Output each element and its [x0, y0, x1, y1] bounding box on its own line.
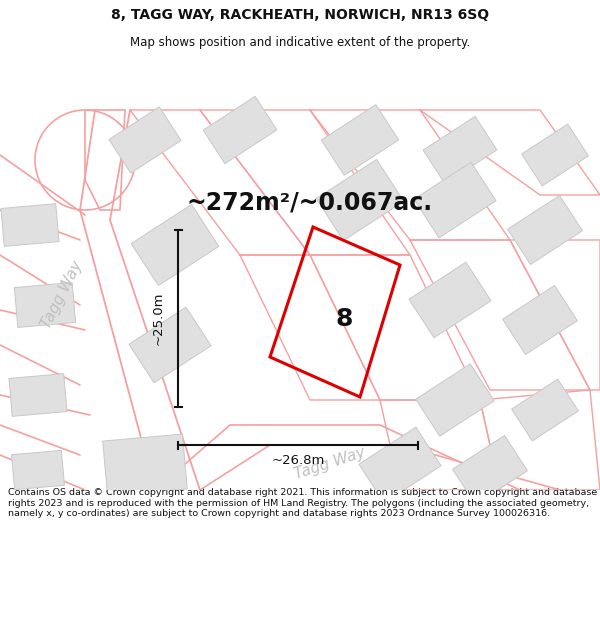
Polygon shape	[452, 436, 527, 504]
Text: ~26.8m: ~26.8m	[271, 454, 325, 466]
Polygon shape	[521, 124, 589, 186]
Text: ~25.0m: ~25.0m	[151, 292, 164, 345]
Text: 8, TAGG WAY, RACKHEATH, NORWICH, NR13 6SQ: 8, TAGG WAY, RACKHEATH, NORWICH, NR13 6S…	[111, 8, 489, 22]
Text: 8: 8	[335, 308, 352, 331]
Text: Contains OS data © Crown copyright and database right 2021. This information is : Contains OS data © Crown copyright and d…	[8, 488, 597, 518]
Text: Map shows position and indicative extent of the property.: Map shows position and indicative extent…	[130, 36, 470, 49]
Polygon shape	[508, 196, 583, 264]
Polygon shape	[414, 162, 496, 238]
Text: Tagg Way: Tagg Way	[293, 444, 367, 481]
Polygon shape	[409, 262, 491, 338]
Polygon shape	[423, 116, 497, 184]
Polygon shape	[512, 379, 578, 441]
Polygon shape	[322, 104, 398, 176]
Polygon shape	[131, 204, 219, 286]
Polygon shape	[11, 451, 64, 489]
Polygon shape	[109, 107, 181, 173]
Polygon shape	[1, 204, 59, 246]
Polygon shape	[316, 159, 404, 241]
Polygon shape	[103, 434, 187, 496]
Polygon shape	[503, 286, 577, 354]
Text: ~272m²/~0.067ac.: ~272m²/~0.067ac.	[187, 191, 433, 215]
Polygon shape	[203, 96, 277, 164]
Polygon shape	[14, 282, 76, 328]
Polygon shape	[9, 374, 67, 416]
Polygon shape	[359, 428, 441, 503]
Polygon shape	[129, 308, 211, 382]
Text: Tagg Way: Tagg Way	[38, 259, 85, 331]
Polygon shape	[416, 364, 494, 436]
